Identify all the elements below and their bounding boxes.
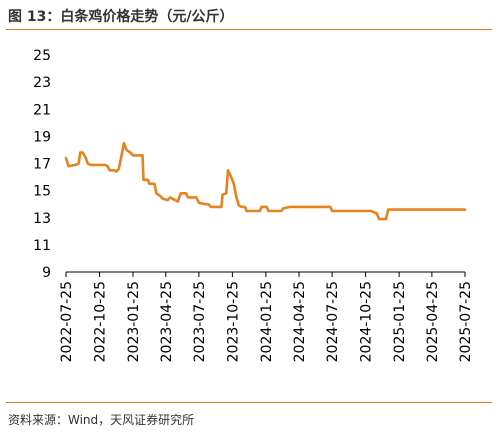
y-axis-ticks: 9 11 13 15 17 19 21 23 25: [33, 48, 51, 281]
y-tick-label: 25: [33, 48, 51, 64]
title-divider: [6, 29, 492, 30]
price-series-line: [64, 141, 467, 221]
y-tick-label: 23: [33, 75, 51, 91]
x-tick-label: 2025-01-25: [392, 281, 408, 362]
x-tick-label: 2024-10-25: [359, 281, 375, 362]
y-tick-label: 17: [33, 157, 51, 173]
x-tick-label: 2023-01-25: [126, 281, 142, 362]
x-tick-label: 2023-04-25: [159, 281, 175, 362]
y-tick-label: 11: [33, 238, 51, 254]
y-tick-label: 13: [33, 211, 51, 227]
footer-divider: [6, 402, 492, 403]
x-tick-label: 2024-04-25: [292, 281, 308, 362]
x-tick-label: 2025-07-25: [458, 281, 474, 362]
x-tick-label: 2022-07-25: [59, 281, 75, 362]
chart-title: 图 13：白条鸡价格走势（元/公斤）: [8, 9, 234, 25]
x-tick-label: 2024-01-25: [259, 281, 275, 362]
y-tick-label: 15: [33, 184, 51, 200]
x-axis-ticks: 2022-07-25 2022-10-25 2023-01-25 2023-04-25…: [59, 272, 474, 362]
y-tick-label: 21: [33, 102, 51, 118]
source-note: 资料来源：Wind，天风证券研究所: [8, 413, 195, 427]
x-tick-label: 2024-07-25: [325, 281, 341, 362]
x-tick-label: 2023-10-25: [225, 281, 241, 362]
x-tick-label: 2023-07-25: [192, 281, 208, 362]
y-tick-label: 9: [42, 265, 51, 281]
x-tick-label: 2025-04-25: [425, 281, 441, 362]
y-tick-label: 19: [33, 129, 51, 145]
x-tick-label: 2022-10-25: [92, 281, 108, 362]
